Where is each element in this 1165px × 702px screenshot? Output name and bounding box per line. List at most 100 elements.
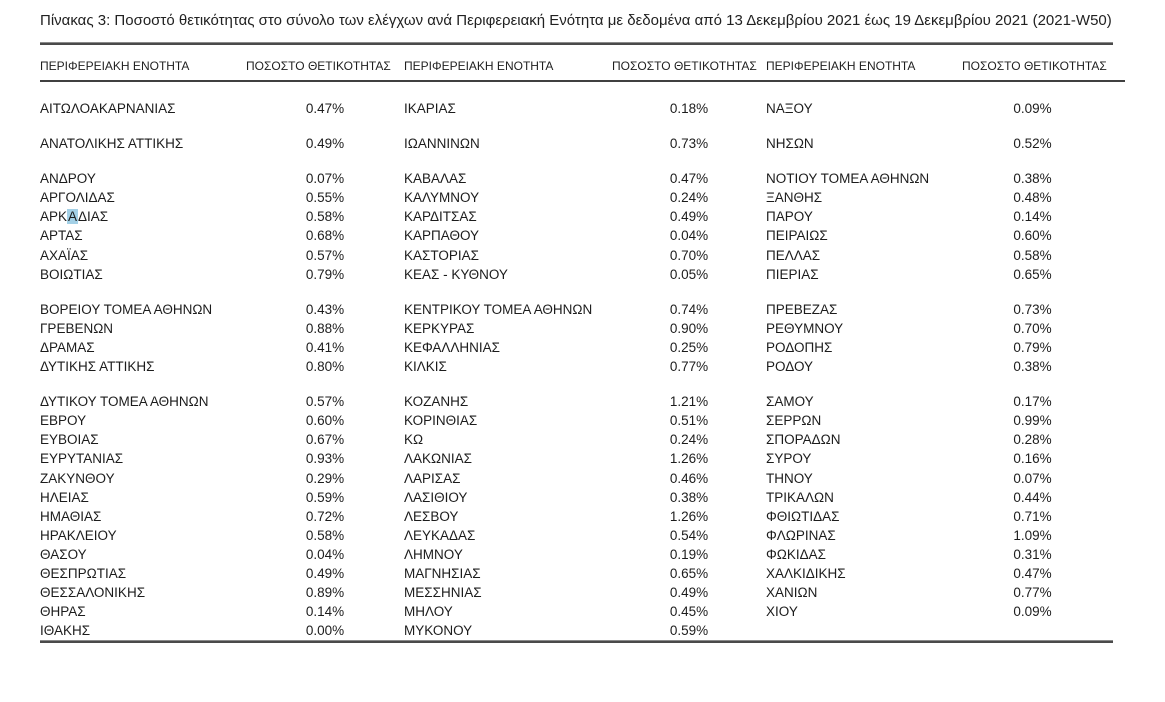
positivity-value-cell: 0.07% <box>305 171 345 187</box>
column-header-region-2: ΠΕΡΙΦΕΡΕΙΑΚΗ ΕΝΟΤΗΤΑ <box>404 59 554 73</box>
region-name-cell: ΚΑΣΤΟΡΙΑΣ <box>404 247 479 263</box>
text-selection-highlight: Α <box>67 209 79 225</box>
column-header-positivity-1: ΠΟΣΟΣΤΟ ΘΕΤΙΚΟΤΗΤΑΣ <box>246 59 391 73</box>
region-name-cell: ΑΧΑΪΑΣ <box>40 247 89 263</box>
row-group: ΑΝΔΡΟΥ 0.07% ΚΑΒΑΛΑΣ 0.47% ΝΟΤΙΟΥ ΤΟΜΕΑ ΑΘΗΝ… <box>40 169 1125 284</box>
region-name-cell: ΒΟΡΕΙΟΥ ΤΟΜΕΑ ΑΘΗΝΩΝ <box>40 301 213 317</box>
positivity-value-cell: 0.49% <box>669 585 709 601</box>
positivity-value-cell: 0.41% <box>305 339 345 355</box>
region-name-cell: ΦΛΩΡΙΝΑΣ <box>766 527 836 543</box>
positivity-value-cell: 0.57% <box>305 247 345 263</box>
positivity-value-cell: 0.72% <box>305 508 345 524</box>
positivity-value-cell: 0.31% <box>1013 546 1052 562</box>
positivity-value-cell: 0.49% <box>305 565 345 581</box>
table-header-row: ΠΕΡΙΦΕΡΕΙΑΚΗ ΕΝΟΤΗΤΑ ΠΟΣΟΣΤΟ ΘΕΤΙΚΟΤΗΤΑΣ… <box>40 59 1125 82</box>
region-name-cell: ΚΕΦΑΛΛΗΝΙΑΣ <box>404 339 501 355</box>
positivity-value-cell: 0.89% <box>305 585 345 601</box>
positivity-value-cell: 0.17% <box>1013 394 1052 410</box>
table-row: ΗΛΕΙΑΣ 0.59% ΛΑΣΙΘΙΟΥ 0.38% ΤΡΙΚΑΛΩΝ 0.44% <box>40 488 1125 507</box>
positivity-value-cell: 0.38% <box>1013 171 1052 187</box>
table-row: ΑΙΤΩΛΟΑΚΑΡΝΑΝΙΑΣ 0.47% ΙΚΑΡΙΑΣ 0.18% ΝΑΞΟΥ 0.… <box>40 99 1125 118</box>
region-name-cell: ΔΥΤΙΚΟΥ ΤΟΜΕΑ ΑΘΗΝΩΝ <box>40 394 209 410</box>
positivity-value-cell: 0.60% <box>1013 228 1052 244</box>
table-row: ΖΑΚΥΝΘΟΥ 0.29% ΛΑΡΙΣΑΣ 0.46% ΤΗΝΟΥ 0.07% <box>40 469 1125 488</box>
table-body: ΑΙΤΩΛΟΑΚΑΡΝΑΝΙΑΣ 0.47% ΙΚΑΡΙΑΣ 0.18% ΝΑΞΟΥ 0.… <box>40 99 1125 640</box>
positivity-value-cell: 0.51% <box>669 413 709 429</box>
region-name-cell: ΕΥΡΥΤΑΝΙΑΣ <box>40 451 124 467</box>
positivity-value-cell: 0.29% <box>305 470 345 486</box>
positivity-value-cell: 0.47% <box>1013 565 1052 581</box>
row-group: ΒΟΡΕΙΟΥ ΤΟΜΕΑ ΑΘΗΝΩΝ 0.43% ΚΕΝΤΡΙΚΟΥ ΤΟΜΕΑ… <box>40 300 1125 376</box>
positivity-value-cell: 0.65% <box>1013 266 1052 282</box>
region-name-cell: ΚΩ <box>404 432 424 448</box>
positivity-value-cell: 0.38% <box>669 489 709 505</box>
table-row: ΑΡΚΑΔΙΑΣ 0.58% ΚΑΡΔΙΤΣΑΣ 0.49% ΠΑΡΟΥ 0.14% <box>40 207 1125 226</box>
region-name-cell: ΠΑΡΟΥ <box>766 209 813 225</box>
table-row: ΔΡΑΜΑΣ 0.41% ΚΕΦΑΛΛΗΝΙΑΣ 0.25% ΡΟΔΟΠΗΣ 0.79% <box>40 338 1125 357</box>
region-name-cell: ΑΝΑΤΟΛΙΚΗΣ ΑΤΤΙΚΗΣ <box>40 136 184 152</box>
region-name-cell: ΡΟΔΟΠΗΣ <box>766 339 833 355</box>
positivity-value-cell: 0.52% <box>1013 136 1052 152</box>
positivity-value-cell: 0.16% <box>1013 451 1052 467</box>
positivity-value-cell: 0.25% <box>669 339 709 355</box>
positivity-value-cell: 1.09% <box>1013 527 1052 543</box>
region-name-cell: ΝΟΤΙΟΥ ΤΟΜΕΑ ΑΘΗΝΩΝ <box>766 171 930 187</box>
region-name-cell: ΒΟΙΩΤΙΑΣ <box>40 266 103 282</box>
positivity-value-cell: 0.04% <box>669 228 709 244</box>
positivity-value-cell: 0.05% <box>669 266 709 282</box>
positivity-value-cell: 0.43% <box>305 301 345 317</box>
positivity-value-cell: 0.46% <box>669 470 709 486</box>
table-row: ΓΡΕΒΕΝΩΝ 0.88% ΚΕΡΚΥΡΑΣ 0.90% ΡΕΘΥΜΝΟΥ 0.70% <box>40 319 1125 338</box>
region-name-cell: ΚΕΡΚΥΡΑΣ <box>404 320 475 336</box>
region-name-cell: ΚΟΖΑΝΗΣ <box>404 394 469 410</box>
region-name-cell: ΘΗΡΑΣ <box>40 604 86 620</box>
region-name-cell: ΛΑΡΙΣΑΣ <box>404 470 461 486</box>
positivity-value-cell: 0.19% <box>669 546 709 562</box>
region-name-cell: ΔΡΑΜΑΣ <box>40 339 95 355</box>
region-name-cell: ΝΑΞΟΥ <box>766 101 813 116</box>
positivity-value-cell: 0.79% <box>1013 339 1052 355</box>
table-row: ΕΥΒΟΙΑΣ 0.67% ΚΩ 0.24% ΣΠΟΡΑΔΩΝ 0.28% <box>40 430 1125 449</box>
positivity-value-cell: 1.26% <box>669 508 709 524</box>
positivity-value-cell: 0.70% <box>669 247 709 263</box>
positivity-value-cell: 0.09% <box>1013 101 1052 116</box>
region-name-cell: ΡΟΔΟΥ <box>766 359 814 375</box>
region-name-cell: ΕΥΒΟΙΑΣ <box>40 432 99 448</box>
positivity-value-cell: 0.55% <box>305 190 345 206</box>
positivity-value-cell: 0.54% <box>669 527 709 543</box>
region-name-cell: ΠΙΕΡΙΑΣ <box>766 266 819 282</box>
positivity-value-cell: 0.47% <box>669 171 709 187</box>
positivity-value-cell: 0.24% <box>669 432 709 448</box>
region-name-cell: ΦΩΚΙΔΑΣ <box>766 546 826 562</box>
positivity-value-cell: 0.71% <box>1013 508 1052 524</box>
positivity-value-cell: 0.73% <box>669 136 709 152</box>
region-name-cell: ΗΛΕΙΑΣ <box>40 489 89 505</box>
region-name-cell: ΑΝΔΡΟΥ <box>40 171 96 187</box>
region-name-cell: ΘΕΣΠΡΩΤΙΑΣ <box>40 565 127 581</box>
region-name-cell: ΓΡΕΒΕΝΩΝ <box>40 320 114 336</box>
region-name-cell: ΚΕΑΣ - ΚΥΘΝΟΥ <box>404 266 508 282</box>
region-name-cell: ΖΑΚΥΝΘΟΥ <box>40 470 115 486</box>
positivity-value-cell: 0.00% <box>305 623 345 639</box>
positivity-value-cell: 0.28% <box>1013 432 1052 448</box>
positivity-value-cell: 0.14% <box>305 604 345 620</box>
positivity-value-cell: 0.44% <box>1013 489 1052 505</box>
positivity-value-cell <box>962 621 1125 640</box>
region-name-cell: ΗΜΑΘΙΑΣ <box>40 508 102 524</box>
region-name-cell: ΚΑΡΔΙΤΣΑΣ <box>404 209 477 225</box>
region-name-cell: ΝΗΣΩΝ <box>766 136 814 152</box>
positivity-value-cell: 0.57% <box>305 394 345 410</box>
row-group: ΑΙΤΩΛΟΑΚΑΡΝΑΝΙΑΣ 0.47% ΙΚΑΡΙΑΣ 0.18% ΝΑΞΟΥ 0.… <box>40 99 1125 118</box>
column-header-region-1: ΠΕΡΙΦΕΡΕΙΑΚΗ ΕΝΟΤΗΤΑ <box>40 59 190 73</box>
region-name-cell: ΙΘΑΚΗΣ <box>40 623 91 639</box>
positivity-value-cell: 1.21% <box>669 394 709 410</box>
region-name-cell: ΔΥΤΙΚΗΣ ΑΤΤΙΚΗΣ <box>40 359 155 375</box>
positivity-value-cell: 0.74% <box>669 301 709 317</box>
positivity-value-cell: 0.58% <box>305 209 345 225</box>
positivity-value-cell: 0.48% <box>1013 190 1052 206</box>
positivity-value-cell: 0.59% <box>669 623 709 639</box>
table-row: ΑΧΑΪΑΣ 0.57% ΚΑΣΤΟΡΙΑΣ 0.70% ΠΕΛΛΑΣ 0.58% <box>40 246 1125 265</box>
positivity-value-cell: 0.67% <box>305 432 345 448</box>
positivity-value-cell: 0.99% <box>1013 413 1052 429</box>
